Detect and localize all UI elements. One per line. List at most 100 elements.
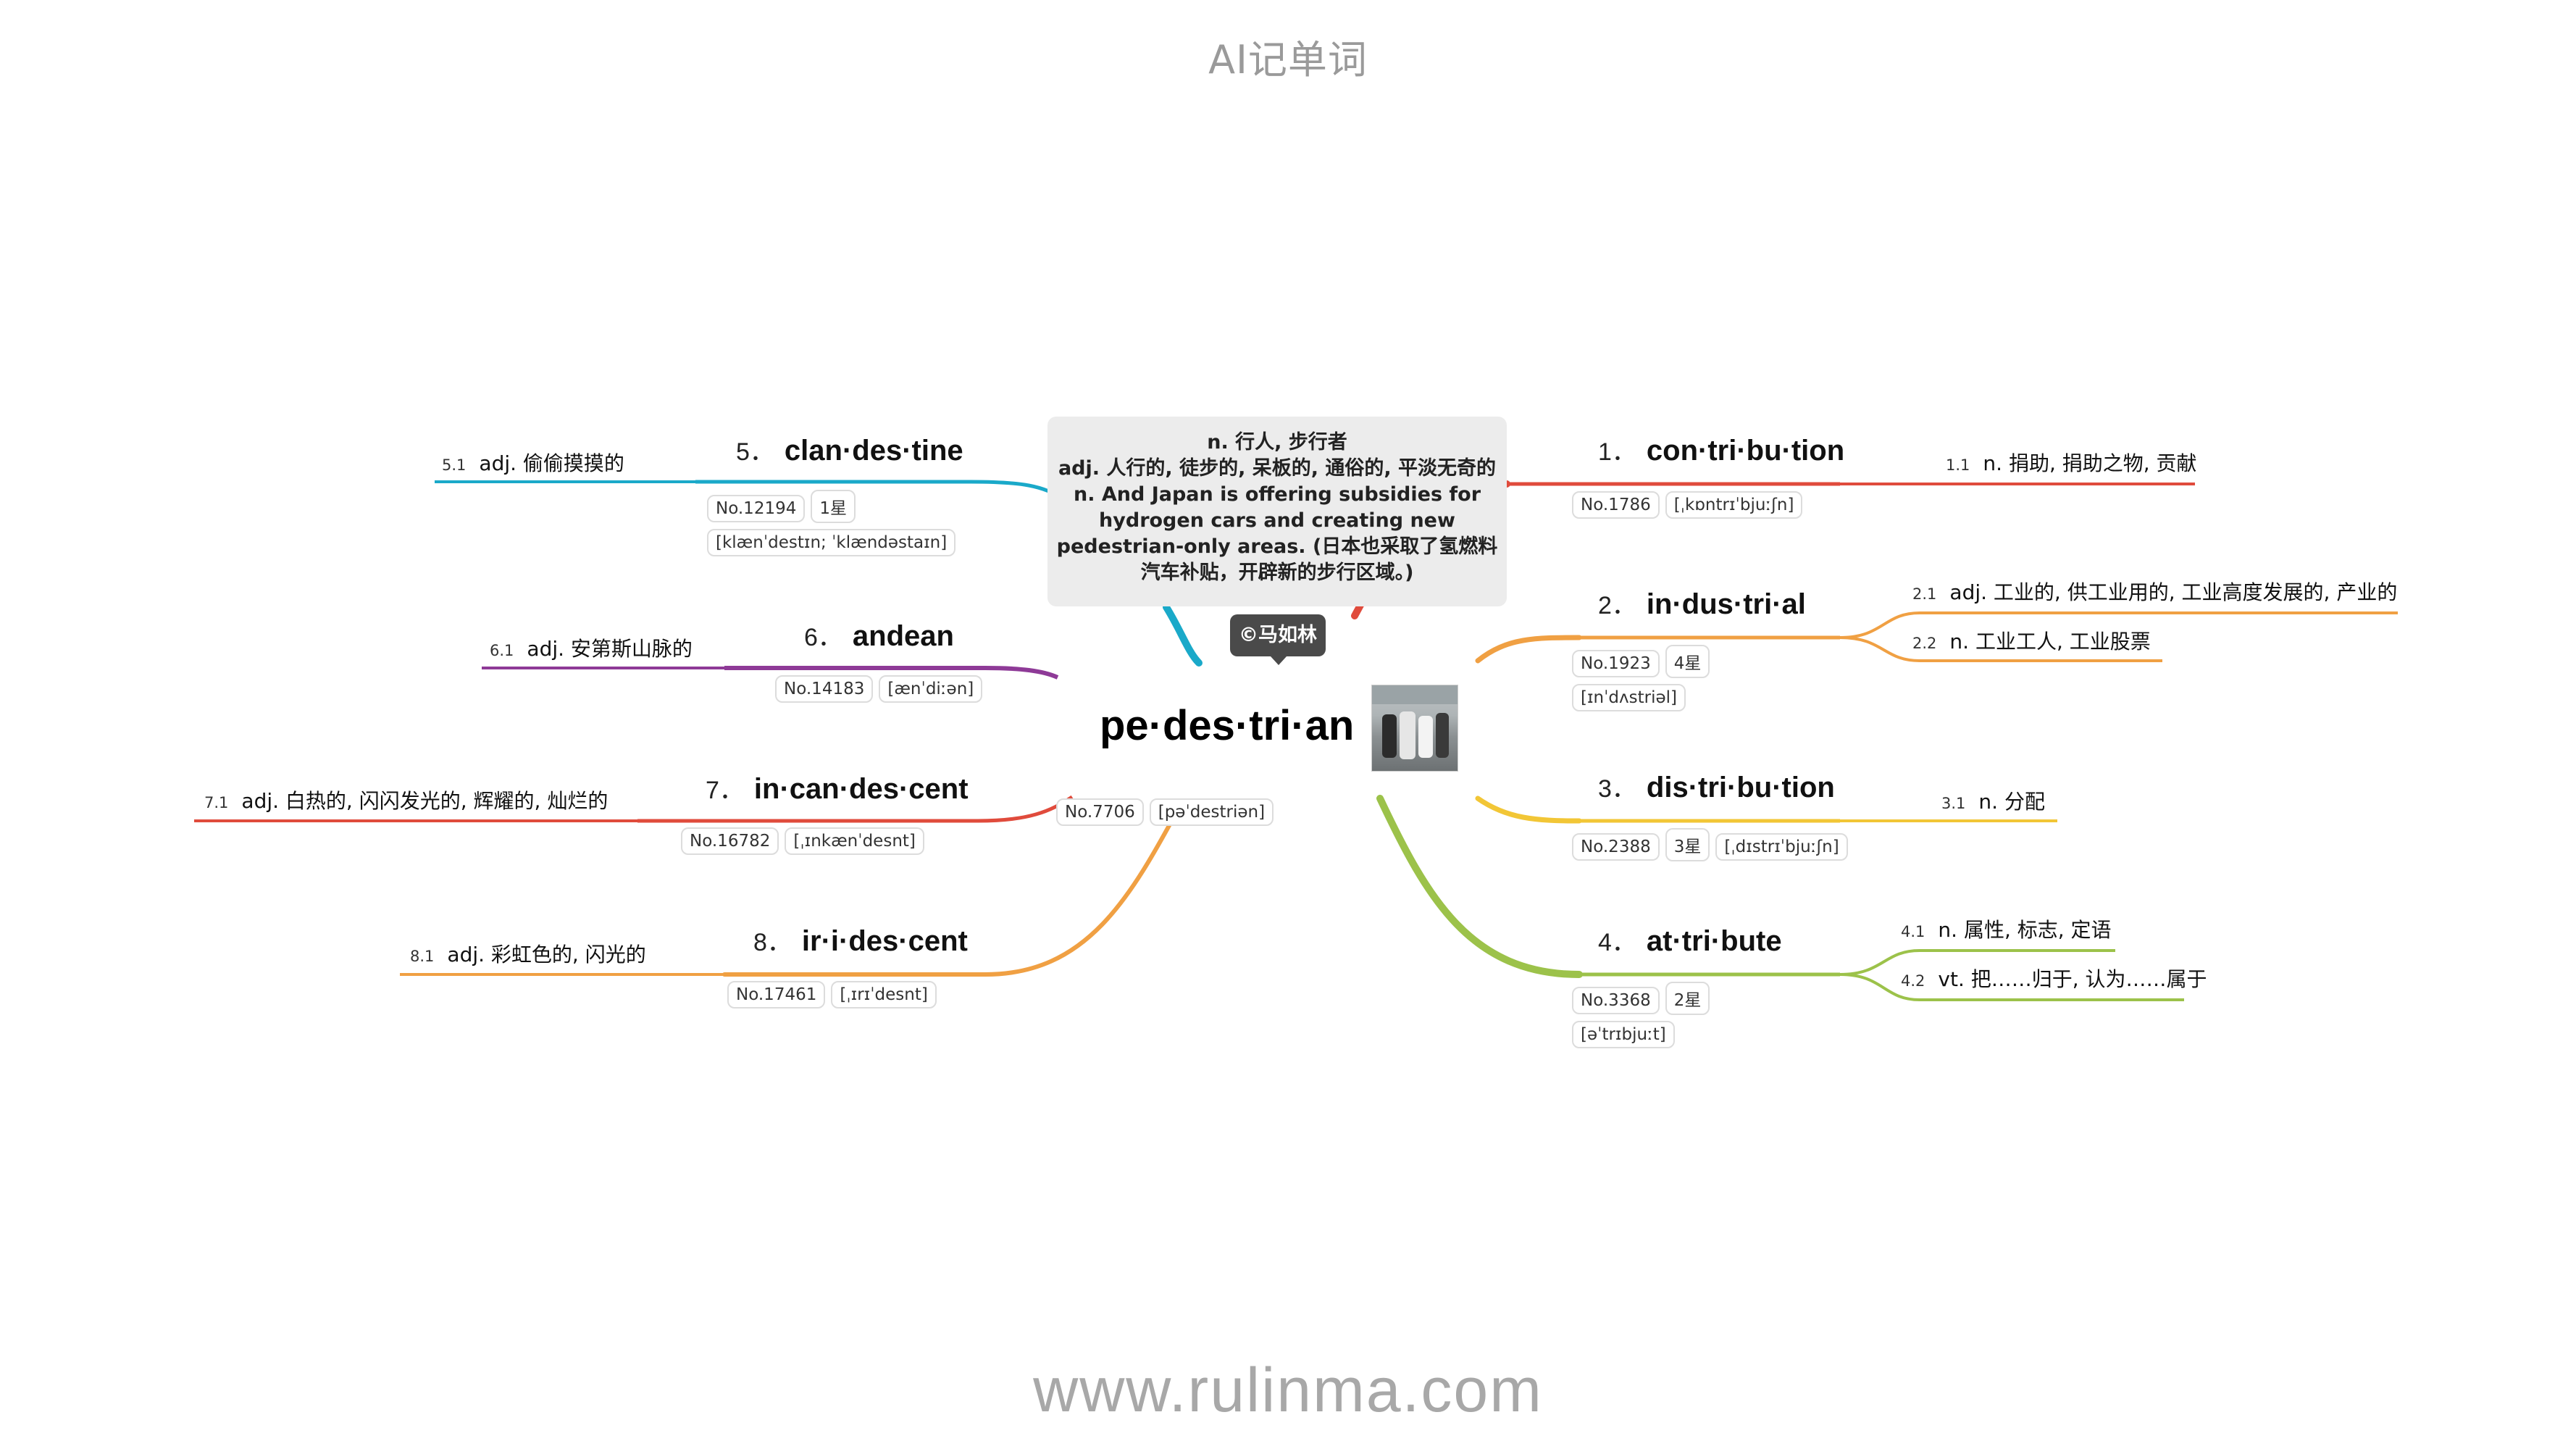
branch-5-label: clan·des·tine <box>784 435 963 467</box>
def-number: 1.1 <box>1946 456 1970 474</box>
branch-8-chips: No.17461 [ˌɪrɪˈdesnt] <box>727 981 942 1014</box>
branch-6-chips: No.14183 [ænˈdiːən] <box>775 675 988 709</box>
note-line: 汽车补贴，开辟新的步行区域。) <box>1140 561 1414 584</box>
word-number-chip: No.1786 <box>1572 491 1660 519</box>
definition-6-1[interactable]: 6.1 adj. 安第斯山脉的 <box>490 633 693 662</box>
def-connector-4-1 <box>1839 949 2115 976</box>
def-connector-4-2 <box>1839 973 2184 1001</box>
def-text: adj. 偷偷摸摸的 <box>479 451 624 475</box>
branch-6-label: andean <box>852 620 954 652</box>
definition-2-2[interactable]: 2.2 n. 工业工人, 工业股票 <box>1912 626 2151 655</box>
note-line: hydrogen cars and creating new <box>1099 509 1455 532</box>
word-number-chip: No.3368 <box>1572 987 1660 1014</box>
branch-2-index: 2． <box>1598 592 1636 619</box>
branch-7-index: 7． <box>706 777 744 804</box>
word-number-chip: No.16782 <box>681 827 779 855</box>
branch-3-word[interactable]: 3． dis·tri·bu·tion <box>1598 769 1835 804</box>
star-rating-chip: 1星 <box>811 490 856 523</box>
def-number: 8.1 <box>410 948 435 965</box>
connector-4 <box>1376 795 1583 978</box>
connector-3 <box>1475 796 1582 824</box>
underline-8 <box>722 802 1183 977</box>
def-number: 2.2 <box>1912 635 1937 652</box>
phonetic-chip: [ænˈdiːən] <box>879 675 983 703</box>
word-number-chip: No.7706 <box>1056 798 1144 826</box>
note-line: pedestrian-only areas. (日本也采取了氢燃料 <box>1056 535 1498 558</box>
def-text: adj. 彩虹色的, 闪光的 <box>447 943 646 966</box>
branch-4-word[interactable]: 4． at·tri·bute <box>1598 922 1782 958</box>
phonetic-chip: [ˌɪrɪˈdesnt] <box>831 981 937 1009</box>
note-line: n. 行人, 步行者 <box>1207 431 1347 454</box>
definition-1-1[interactable]: 1.1 n. 捐助, 捐助之物, 贡献 <box>1946 448 2197 477</box>
app-title: AI记单词 <box>1208 37 1368 83</box>
word-number-chip: No.12194 <box>707 495 806 522</box>
branch-8-index: 8． <box>753 929 792 956</box>
definition-2-1[interactable]: 2.1 adj. 工业的, 供工业用的, 工业高度发展的, 产业的 <box>1912 577 2397 606</box>
def-number: 2.1 <box>1912 585 1937 603</box>
definition-3-1[interactable]: 3.1 n. 分配 <box>1941 786 2045 815</box>
branch-2-chips: No.1923 4星 [ɪnˈdʌstriəl] <box>1572 645 1883 717</box>
definition-8-1[interactable]: 8.1 adj. 彩虹色的, 闪光的 <box>410 939 646 968</box>
phonetic-chip: [ˌɪnkænˈdesnt] <box>785 827 924 855</box>
def-connector-2-1 <box>1839 611 2398 639</box>
branch-8-word[interactable]: 8． ir·i·des·cent <box>753 922 968 958</box>
definition-4-1[interactable]: 4.1 n. 属性, 标志, 定语 <box>1901 914 2112 943</box>
star-rating-chip: 3星 <box>1665 828 1710 861</box>
branch-5-word[interactable]: 5． clan·des·tine <box>736 432 963 467</box>
note-line: adj. 人行的, 徒步的, 呆板的, 通俗的, 平淡无奇的 <box>1058 457 1497 480</box>
def-text: vt. 把……归于, 认为……属于 <box>1938 967 2207 991</box>
branch-1-label: con·tri·bu·tion <box>1646 435 1845 467</box>
center-word[interactable]: pe·des·tri·an <box>1100 702 1355 749</box>
def-text: adj. 安第斯山脉的 <box>527 637 693 661</box>
branch-3-label: dis·tri·bu·tion <box>1646 772 1835 803</box>
branch-1-chips: No.1786 [ˌkɒntrɪˈbjuːʃn] <box>1572 491 1883 525</box>
branch-7-word[interactable]: 7． in·can·des·cent <box>706 770 969 806</box>
def-number: 5.1 <box>442 456 467 474</box>
branch-3-index: 3． <box>1598 775 1636 803</box>
phonetic-chip: [ɪnˈdʌstriəl] <box>1572 684 1686 711</box>
word-number-chip: No.1923 <box>1572 650 1660 677</box>
def-number: 3.1 <box>1941 795 1966 812</box>
branch-6-word[interactable]: 6． andean <box>804 617 954 653</box>
example-note-box: n. 行人, 步行者 adj. 人行的, 徒步的, 呆板的, 通俗的, 平淡无奇… <box>1047 417 1507 606</box>
phonetic-chip: [əˈtrɪbjuːt] <box>1572 1021 1675 1048</box>
def-text: n. 工业工人, 工业股票 <box>1949 630 2151 653</box>
underline-6 <box>724 666 1059 680</box>
branch-7-chips: No.16782 [ˌɪnkænˈdesnt] <box>681 827 930 861</box>
branch-7-label: in·can·des·cent <box>753 773 969 805</box>
note-line: n. And Japan is offering subsidies for <box>1073 483 1481 506</box>
branch-2-word[interactable]: 2． in·dus·tri·al <box>1598 585 1806 621</box>
branch-8-label: ir·i·des·cent <box>801 925 968 957</box>
word-number-chip: No.14183 <box>775 675 874 703</box>
definition-5-1[interactable]: 5.1 adj. 偷偷摸摸的 <box>442 448 624 477</box>
def-text: adj. 工业的, 供工业用的, 工业高度发展的, 产业的 <box>1949 580 2398 604</box>
branch-1-index: 1． <box>1598 438 1636 466</box>
phonetic-chip: [pəˈdestriən] <box>1149 798 1274 826</box>
connector-2 <box>1475 635 1582 664</box>
word-number-chip: No.2388 <box>1572 833 1660 861</box>
star-rating-chip: 4星 <box>1665 645 1710 678</box>
def-number: 4.1 <box>1901 923 1925 940</box>
branch-4-label: at·tri·bute <box>1646 925 1782 957</box>
def-number: 4.2 <box>1901 972 1925 990</box>
pedestrians-photo-icon[interactable] <box>1371 685 1458 772</box>
branch-4-index: 4． <box>1598 929 1636 956</box>
def-number: 7.1 <box>204 794 229 811</box>
definition-4-2[interactable]: 4.2 vt. 把……归于, 认为……属于 <box>1901 964 2207 993</box>
def-number: 6.1 <box>490 642 514 659</box>
center-chips: No.7706 [pəˈdestriən] <box>1056 798 1279 832</box>
definition-7-1[interactable]: 7.1 adj. 白热的, 闪闪发光的, 辉耀的, 灿烂的 <box>204 785 608 814</box>
phonetic-chip: [ˌkɒntrɪˈbjuːʃn] <box>1665 491 1803 519</box>
def-connector-2-2 <box>1839 636 2162 662</box>
connector-5 <box>1163 604 1203 667</box>
branch-1-word[interactable]: 1． con·tri·bu·tion <box>1598 432 1844 467</box>
footer-url[interactable]: www.rulinma.com <box>1033 1356 1543 1425</box>
branch-5-index: 5． <box>736 438 774 466</box>
phonetic-chip: [ˌdɪstrɪˈbjuːʃn] <box>1715 833 1848 861</box>
branch-3-chips: No.2388 3星 [ˌdɪstrɪˈbjuːʃn] <box>1572 828 1854 867</box>
def-text: n. 属性, 标志, 定语 <box>1938 918 2112 942</box>
def-text: n. 捐助, 捐助之物, 贡献 <box>1983 451 2197 475</box>
star-rating-chip: 2星 <box>1665 982 1710 1015</box>
word-number-chip: No.17461 <box>727 981 826 1009</box>
